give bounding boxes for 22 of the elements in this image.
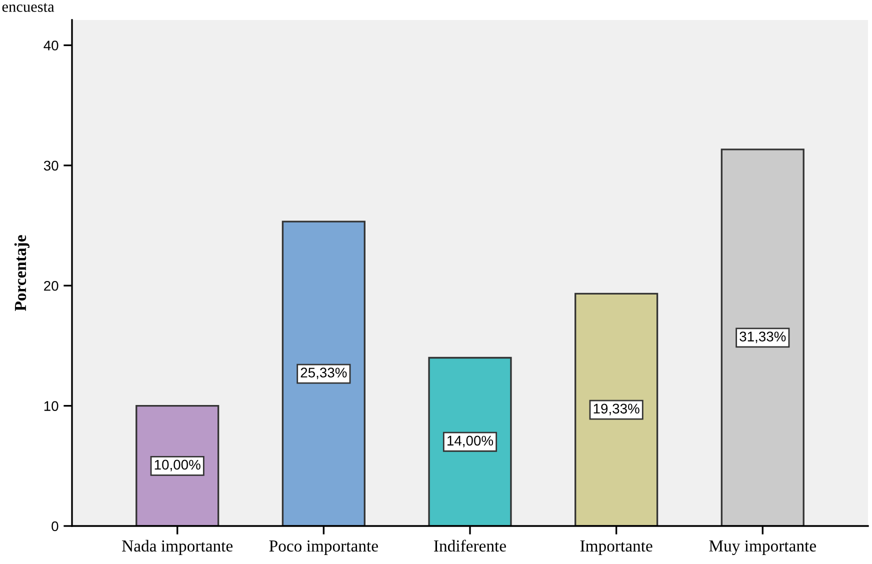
bar [574, 292, 658, 526]
y-tick-label: 20 [44, 280, 58, 291]
bar [428, 356, 512, 526]
chart-title: encuesta [2, 3, 54, 12]
x-tick-label: Indiferente [434, 540, 506, 552]
data-label: 10,00% [154, 460, 200, 472]
data-label: 19,33% [594, 404, 640, 416]
data-label: 14,00% [448, 436, 494, 448]
bar [136, 404, 220, 526]
x-tick-label: Poco importante [269, 540, 378, 556]
data-label: 31,33% [740, 332, 786, 344]
y-tick-label: 30 [44, 160, 58, 171]
y-axis-title: Porcentaje [14, 235, 30, 311]
bar [282, 220, 366, 526]
data-label: 25,33% [300, 368, 347, 380]
x-tick-label: Nada importante [122, 540, 233, 556]
x-tick-label: Muy importante [709, 540, 816, 556]
y-tick-label: 0 [52, 521, 58, 532]
y-tick-label: 10 [44, 401, 58, 411]
x-tick-label: Importante [580, 540, 652, 556]
y-tick-label: 40 [44, 40, 58, 50]
bar [720, 148, 804, 526]
